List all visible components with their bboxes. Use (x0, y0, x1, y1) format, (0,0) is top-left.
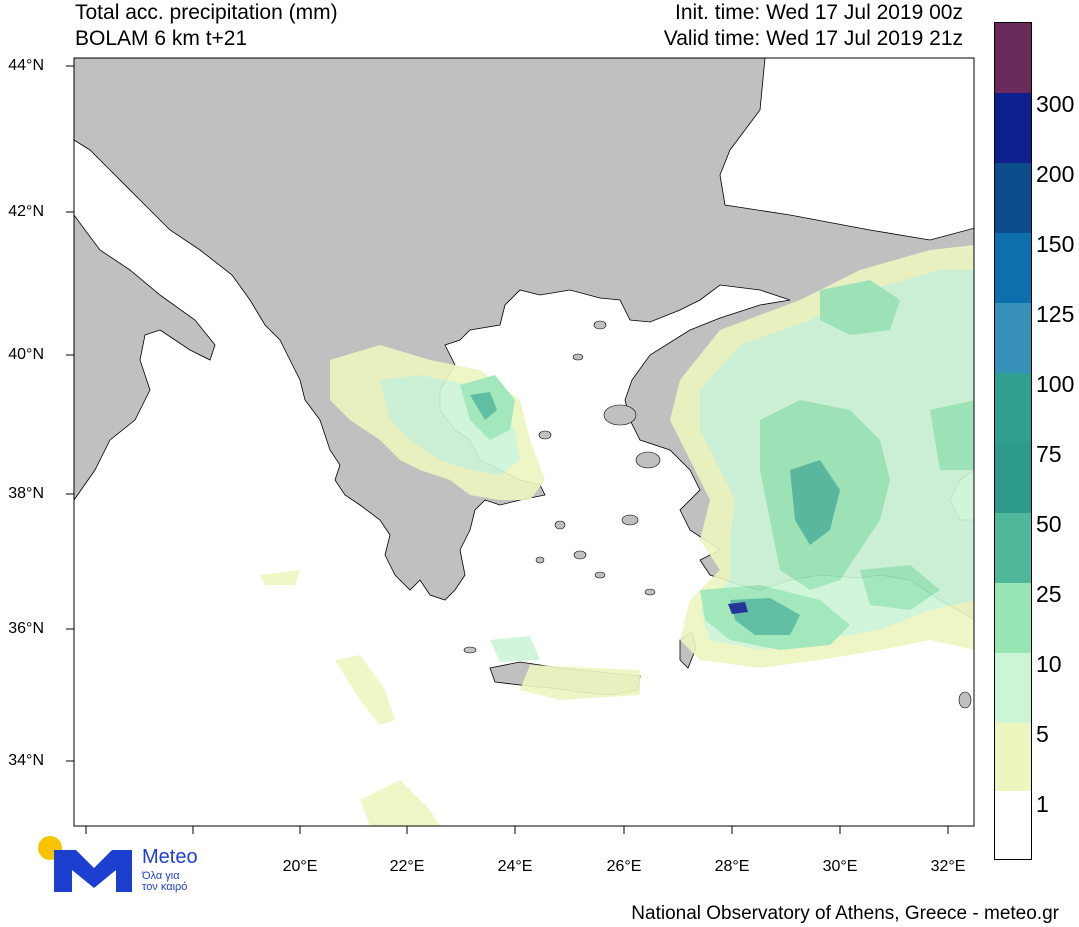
legend-label: 10 (1036, 651, 1062, 677)
logo-tagline: τον καιρό (142, 881, 188, 893)
map-frame (73, 57, 975, 827)
legend-swatch (995, 791, 1031, 859)
legend-label: 25 (1036, 581, 1062, 607)
legend-swatch (995, 583, 1031, 653)
legend-swatch (995, 23, 1031, 93)
lon-label: 22°E (389, 858, 425, 875)
legend-swatch (995, 653, 1031, 723)
legend-label: 5 (1036, 721, 1049, 747)
model-subtitle: BOLAM 6 km t+21 (75, 27, 248, 50)
logo-tagline: Όλα για (142, 870, 180, 882)
map-title: Total acc. precipitation (mm) (75, 1, 338, 24)
legend-label: 200 (1036, 161, 1075, 187)
meteo-logo (38, 836, 132, 892)
precipitation-field (260, 245, 974, 826)
aegean-islands (463, 320, 972, 709)
legend-label: 300 (1036, 91, 1075, 117)
lat-label: 34°N (8, 752, 44, 769)
valid-time: Valid time: Wed 17 Jul 2019 21z (663, 27, 963, 50)
land-italy (74, 214, 216, 501)
legend-swatch (995, 163, 1031, 233)
latitude-ticks (66, 65, 74, 762)
lon-label: 32°E (930, 858, 966, 875)
legend-label: 75 (1036, 441, 1062, 467)
legend-label: 50 (1036, 511, 1062, 537)
legend-label: 100 (1036, 371, 1075, 397)
lon-label: 26°E (606, 858, 642, 875)
legend-swatch (995, 373, 1031, 443)
lon-label: 30°E (822, 858, 858, 875)
lat-label: 36°N (8, 620, 44, 637)
lon-label: 28°E (714, 858, 750, 875)
lat-label: 40°N (8, 346, 44, 363)
m-logo-icon (54, 850, 132, 892)
legend-swatch (995, 233, 1031, 303)
logo-wordmark: Meteo (142, 846, 198, 868)
lat-label: 44°N (8, 57, 44, 74)
init-time: Init. time: Wed 17 Jul 2019 00z (675, 1, 963, 24)
legend-swatch (995, 93, 1031, 163)
legend-swatch (995, 303, 1031, 373)
map-content (74, 58, 974, 826)
color-legend (994, 22, 1032, 860)
legend-swatch (995, 443, 1031, 513)
legend-label: 125 (1036, 301, 1075, 327)
lon-label: 20°E (282, 858, 318, 875)
legend-label: 150 (1036, 231, 1075, 257)
legend-swatch (995, 723, 1031, 791)
longitude-ticks (85, 826, 949, 834)
lon-label: 24°E (497, 858, 533, 875)
credit-line: National Observatory of Athens, Greece -… (631, 903, 1059, 924)
legend-label: 1 (1036, 791, 1049, 817)
lat-label: 38°N (8, 485, 44, 502)
legend-swatch (995, 513, 1031, 583)
lat-label: 42°N (8, 203, 44, 220)
